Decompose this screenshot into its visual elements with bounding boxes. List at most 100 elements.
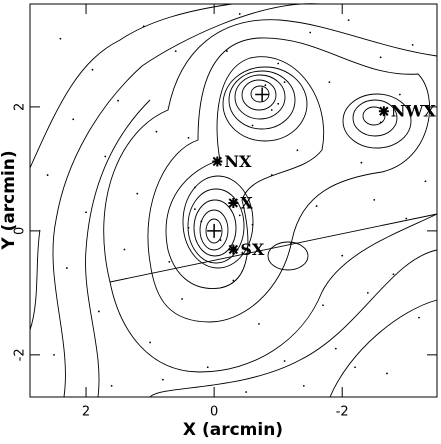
y-axis-label: Y (arcmin) — [0, 150, 19, 250]
point — [91, 68, 94, 71]
group-marker — [212, 156, 223, 167]
contour — [199, 209, 229, 251]
point — [424, 180, 427, 183]
point — [226, 50, 228, 53]
point — [296, 149, 299, 152]
point — [270, 174, 273, 176]
point — [347, 19, 350, 22]
point — [65, 267, 68, 269]
point — [373, 198, 376, 201]
group-label: SX — [240, 240, 265, 259]
point — [258, 322, 260, 325]
x-tick-label: 2 — [82, 405, 90, 420]
y-tick-label: 0 — [13, 227, 28, 235]
point — [277, 62, 280, 65]
point — [277, 102, 280, 105]
contour — [362, 106, 386, 126]
point — [72, 118, 75, 121]
point — [322, 304, 324, 307]
point — [251, 124, 254, 127]
point — [251, 223, 254, 226]
group-marker — [228, 244, 239, 255]
y-tick-label: -2 — [13, 348, 28, 361]
contour — [234, 74, 286, 120]
center-cross — [207, 223, 222, 238]
group-label: X — [240, 193, 253, 212]
contour — [267, 241, 309, 271]
point — [59, 37, 62, 40]
point — [283, 81, 286, 84]
point — [341, 254, 344, 257]
point — [123, 248, 126, 251]
contour — [205, 218, 223, 244]
contour — [352, 99, 398, 137]
point — [206, 366, 209, 369]
point — [398, 93, 401, 96]
point — [238, 214, 241, 217]
contour — [29, 229, 41, 331]
point — [187, 226, 190, 229]
contour — [52, 3, 321, 398]
point — [354, 366, 356, 369]
point — [334, 347, 337, 350]
contour — [149, 249, 438, 398]
point — [46, 174, 49, 176]
point — [283, 360, 286, 362]
point — [386, 372, 388, 375]
point — [168, 260, 171, 263]
x-axis-label: X (arcmin) — [183, 420, 283, 440]
x-tick-label: -2 — [336, 405, 349, 420]
point — [117, 99, 119, 102]
center-cross — [255, 87, 270, 102]
point — [187, 136, 190, 139]
point — [155, 130, 158, 133]
contour — [228, 70, 296, 130]
group-label: NX — [224, 152, 252, 171]
point — [302, 384, 305, 387]
point — [136, 192, 139, 195]
point — [405, 217, 408, 220]
point — [379, 56, 382, 59]
point — [142, 25, 145, 28]
point — [379, 121, 382, 124]
contour — [29, 3, 233, 169]
point — [392, 105, 395, 108]
point — [366, 291, 369, 294]
point — [245, 391, 248, 393]
contours — [29, 3, 438, 398]
point — [290, 242, 292, 245]
contour — [329, 299, 438, 398]
group-label: NWX — [391, 102, 437, 121]
contour — [103, 19, 438, 373]
point — [85, 211, 87, 214]
point — [232, 279, 235, 282]
point — [194, 186, 196, 189]
point — [194, 208, 196, 211]
contour — [85, 99, 151, 398]
group-marker — [228, 197, 239, 208]
point — [315, 205, 318, 207]
point — [161, 378, 164, 381]
point — [270, 109, 273, 111]
x-tick-label: 0 — [210, 405, 218, 420]
point — [360, 161, 363, 164]
point — [418, 316, 420, 319]
point — [264, 84, 267, 87]
contour — [147, 37, 430, 323]
contour — [193, 199, 237, 257]
contour — [182, 175, 254, 269]
point — [328, 81, 331, 84]
point — [53, 353, 55, 356]
contour — [241, 79, 277, 111]
contour — [342, 93, 412, 149]
point — [238, 13, 241, 15]
point — [309, 31, 312, 34]
point — [97, 310, 100, 313]
plot-frame — [29, 3, 438, 398]
point — [104, 155, 107, 158]
contour — [187, 188, 245, 264]
point — [219, 239, 222, 242]
point — [181, 298, 184, 300]
point — [174, 50, 177, 53]
